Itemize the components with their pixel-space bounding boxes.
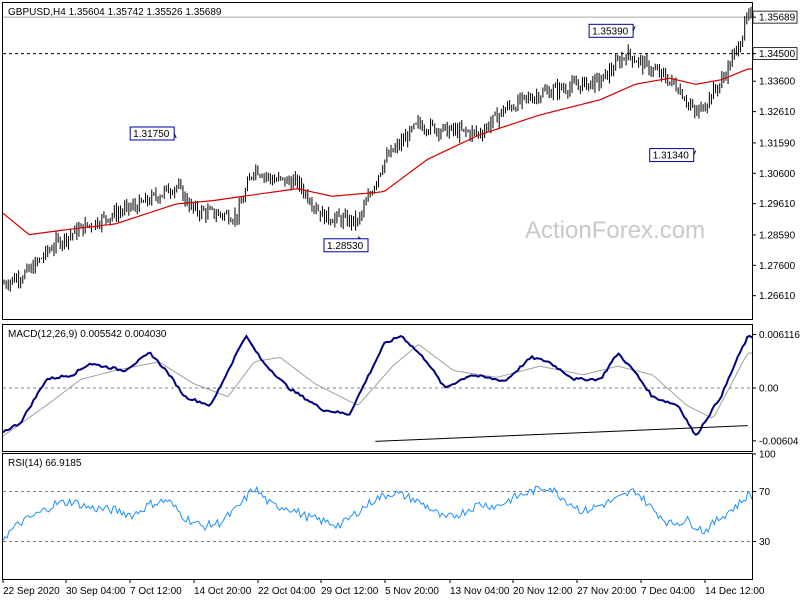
price-axis-label: 1.29610 [759,199,796,210]
time-axis-label: 14 Dec 12:00 [705,586,765,597]
moving-average-line [2,68,752,236]
callout-box [649,148,695,163]
price-panel-title: GBPUSD,H4 1.35604 1.35742 1.35526 1.3568… [8,7,222,18]
macd-axis-label: -0.00604 [759,436,799,447]
macd-trendline [375,425,748,442]
rsi-axis-label: 30 [759,537,771,548]
callout-label: 1.31750 [133,129,170,140]
time-axis-label: 29 Oct 12:00 [321,586,379,597]
price-axis-label: 1.27600 [759,261,796,272]
price-axis-label: 1.34500 [759,49,796,60]
callout-label: 1.28530 [327,241,364,252]
price-axis-label: 1.30600 [759,169,796,180]
price-axis-label: 1.28590 [759,230,796,241]
price-axis-label: 1.32610 [759,107,796,118]
macd-panel-title: MACD(12,26,9) 0.005542 0.004030 [8,329,167,340]
time-axis-label: 7 Dec 04:00 [641,586,695,597]
time-axis-label: 22 Sep 2020 [3,586,60,597]
callout-label: 1.31340 [653,151,690,162]
rsi-panel [2,485,753,542]
time-axis-label: 5 Nov 20:00 [385,586,439,597]
price-panel-frame [2,2,753,320]
callout-box [588,23,634,38]
time-axis-label: 22 Oct 04:00 [258,586,316,597]
rsi-line [2,485,753,541]
price-axis-label: 1.35689 [759,13,796,24]
callout-box [129,126,175,141]
time-axis-label: 20 Nov 12:00 [513,586,573,597]
rsi-axis-label: 100 [759,450,776,461]
rsi-axis-label: 70 [759,487,771,498]
axis-layer: 1.35689 1.34500 1.33600 1.32610 1.31590 1.306… [2,10,800,597]
macd-line [2,334,753,437]
time-axis-label: 14 Oct 20:00 [194,586,252,597]
price-axis-label: 1.26610 [759,291,796,302]
rsi-panel-frame [2,453,753,580]
macd-axis-label: 0.00 [759,384,779,395]
callout-label: 1.35390 [592,26,629,37]
time-axis-label: 13 Nov 04:00 [450,586,510,597]
watermark-text: ActionForex.com [525,217,705,244]
price-axis-label: 1.33600 [759,77,796,88]
price-panel: 1.35390 1.31750 1.28530 1.31340 [2,6,752,292]
callout-box [323,238,369,253]
macd-panel [2,334,753,442]
price-axis-label: 1.31590 [759,138,796,149]
time-axis-label: 7 Oct 12:00 [130,586,182,597]
time-axis-label: 27 Nov 20:00 [577,586,637,597]
macd-axis-label: 0.006116 [759,330,800,341]
rsi-panel-title: RSI(14) 66.9185 [8,458,82,469]
time-axis-label: 30 Sep 04:00 [66,586,126,597]
